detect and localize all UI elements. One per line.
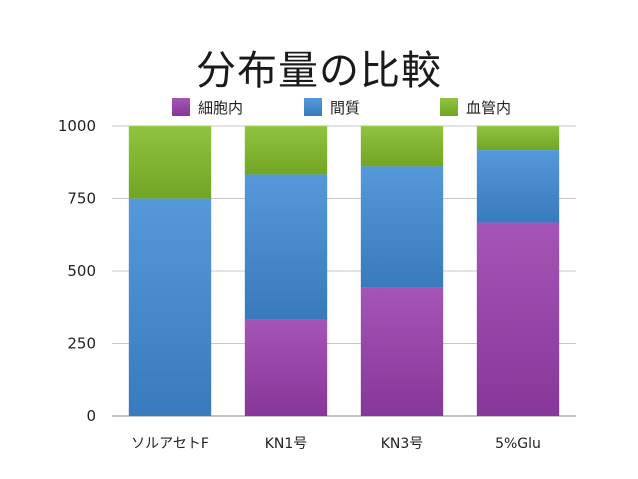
y-tick-label: 500 [67, 262, 96, 280]
y-tick-label: 750 [67, 190, 96, 208]
y-tick-label: 1000 [58, 117, 96, 135]
legend-label: 細胞内 [198, 99, 243, 117]
y-tick-label: 250 [67, 335, 96, 353]
bar-segment [244, 174, 328, 320]
axes: 0 250 500 750 1000 ソルアセトF KN1号 KN3号 5%Glu [58, 117, 541, 452]
bar-segment [244, 319, 328, 416]
legend-label: 血管内 [466, 99, 511, 117]
bar-segment [476, 126, 560, 151]
legend-swatch [304, 98, 322, 116]
legend-label: 間質 [330, 99, 360, 117]
bar-segment [360, 126, 444, 167]
chart-title: 分布量の比較 [196, 48, 442, 94]
legend-swatch [440, 98, 458, 116]
legend: 細胞内 間質 血管内 [172, 98, 511, 117]
x-tick-label: ソルアセトF [131, 436, 209, 452]
y-tick-label: 0 [86, 407, 96, 425]
bar-segment [476, 150, 560, 223]
bar-segment [128, 126, 212, 199]
x-tick-label: 5%Glu [495, 436, 541, 452]
bars [128, 125, 560, 416]
bar-segment [476, 222, 560, 416]
bar-segment [244, 126, 328, 175]
bar-segment [128, 198, 212, 416]
legend-swatch [172, 98, 190, 116]
bar-segment [360, 287, 444, 416]
x-tick-label: KN1号 [265, 436, 308, 452]
x-tick-label: KN3号 [381, 436, 424, 452]
bar-segment [360, 166, 444, 288]
